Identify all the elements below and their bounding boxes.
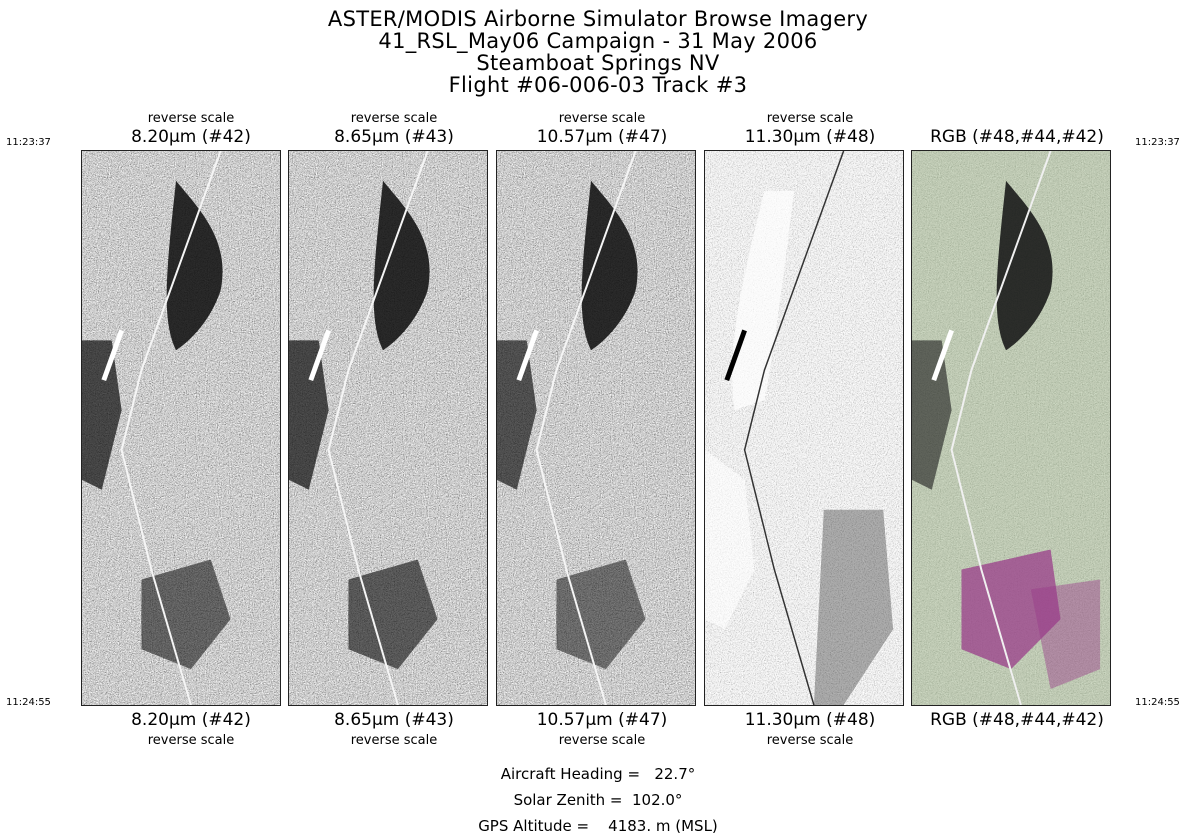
- rgb-composite-image: [912, 151, 1110, 705]
- gps-altitude-text: GPS Altitude = 4183. m (MSL): [478, 817, 718, 835]
- panel-4-bottom-note: reverse scale: [766, 733, 854, 748]
- end-time-left: 11:24:55: [6, 697, 51, 708]
- start-time-right: 11:23:37: [1135, 137, 1180, 148]
- start-time-left: 11:23:37: [6, 137, 51, 148]
- image-panel-rgb: [911, 150, 1111, 706]
- panel-3-top-note: reverse scale: [558, 111, 646, 126]
- panel-1-top-band: 8.20μm (#42): [131, 127, 251, 147]
- image-panel-8-65um: [288, 150, 488, 706]
- panel-2-bottom-band: 8.65μm (#43): [334, 710, 454, 730]
- image-panel-10-57um: [496, 150, 696, 706]
- panel-5-bottom-band: RGB (#48,#44,#42): [930, 710, 1104, 730]
- thermal-image-8-65um: [289, 151, 487, 705]
- panel-4-top-band: 11.30μm (#48): [744, 127, 876, 147]
- panel-2-bottom-note: reverse scale: [350, 733, 438, 748]
- thermal-image-8-20um: [82, 151, 280, 705]
- panel-3-bottom-band: 10.57μm (#47): [536, 710, 668, 730]
- panel-3-bottom-note: reverse scale: [558, 733, 646, 748]
- aircraft-heading: Aircraft Heading = 22.7°: [0, 765, 1196, 783]
- panel-5-top-band: RGB (#48,#44,#42): [930, 127, 1104, 147]
- title-line-4: Flight #06-006-03 Track #3: [448, 73, 748, 97]
- solar-zenith-text: Solar Zenith = 102.0°: [513, 791, 683, 809]
- gps-altitude: GPS Altitude = 4183. m (MSL): [0, 817, 1196, 835]
- image-panel-11-30um: [704, 150, 904, 706]
- thermal-image-11-30um: [705, 151, 903, 705]
- aircraft-heading-text: Aircraft Heading = 22.7°: [500, 765, 696, 783]
- panel-1-bottom-note: reverse scale: [147, 733, 235, 748]
- thermal-image-10-57um: [497, 151, 695, 705]
- panel-4-bottom-band: 11.30μm (#48): [744, 710, 876, 730]
- panel-4-top-note: reverse scale: [766, 111, 854, 126]
- end-time-right: 11:24:55: [1135, 697, 1180, 708]
- panel-3-top-band: 10.57μm (#47): [536, 127, 668, 147]
- panel-1-top-note: reverse scale: [147, 111, 235, 126]
- title-line-3: Steamboat Springs NV: [476, 51, 720, 75]
- title-line-2: 41_RSL_May06 Campaign - 31 May 2006: [378, 29, 818, 53]
- title-block: ASTER/MODIS Airborne Simulator Browse Im…: [0, 8, 1196, 96]
- image-panel-8-20um: [81, 150, 281, 706]
- title-line-1: ASTER/MODIS Airborne Simulator Browse Im…: [327, 7, 869, 31]
- solar-zenith: Solar Zenith = 102.0°: [0, 791, 1196, 809]
- panel-1-bottom-band: 8.20μm (#42): [131, 710, 251, 730]
- panel-2-top-band: 8.65μm (#43): [334, 127, 454, 147]
- panel-2-top-note: reverse scale: [350, 111, 438, 126]
